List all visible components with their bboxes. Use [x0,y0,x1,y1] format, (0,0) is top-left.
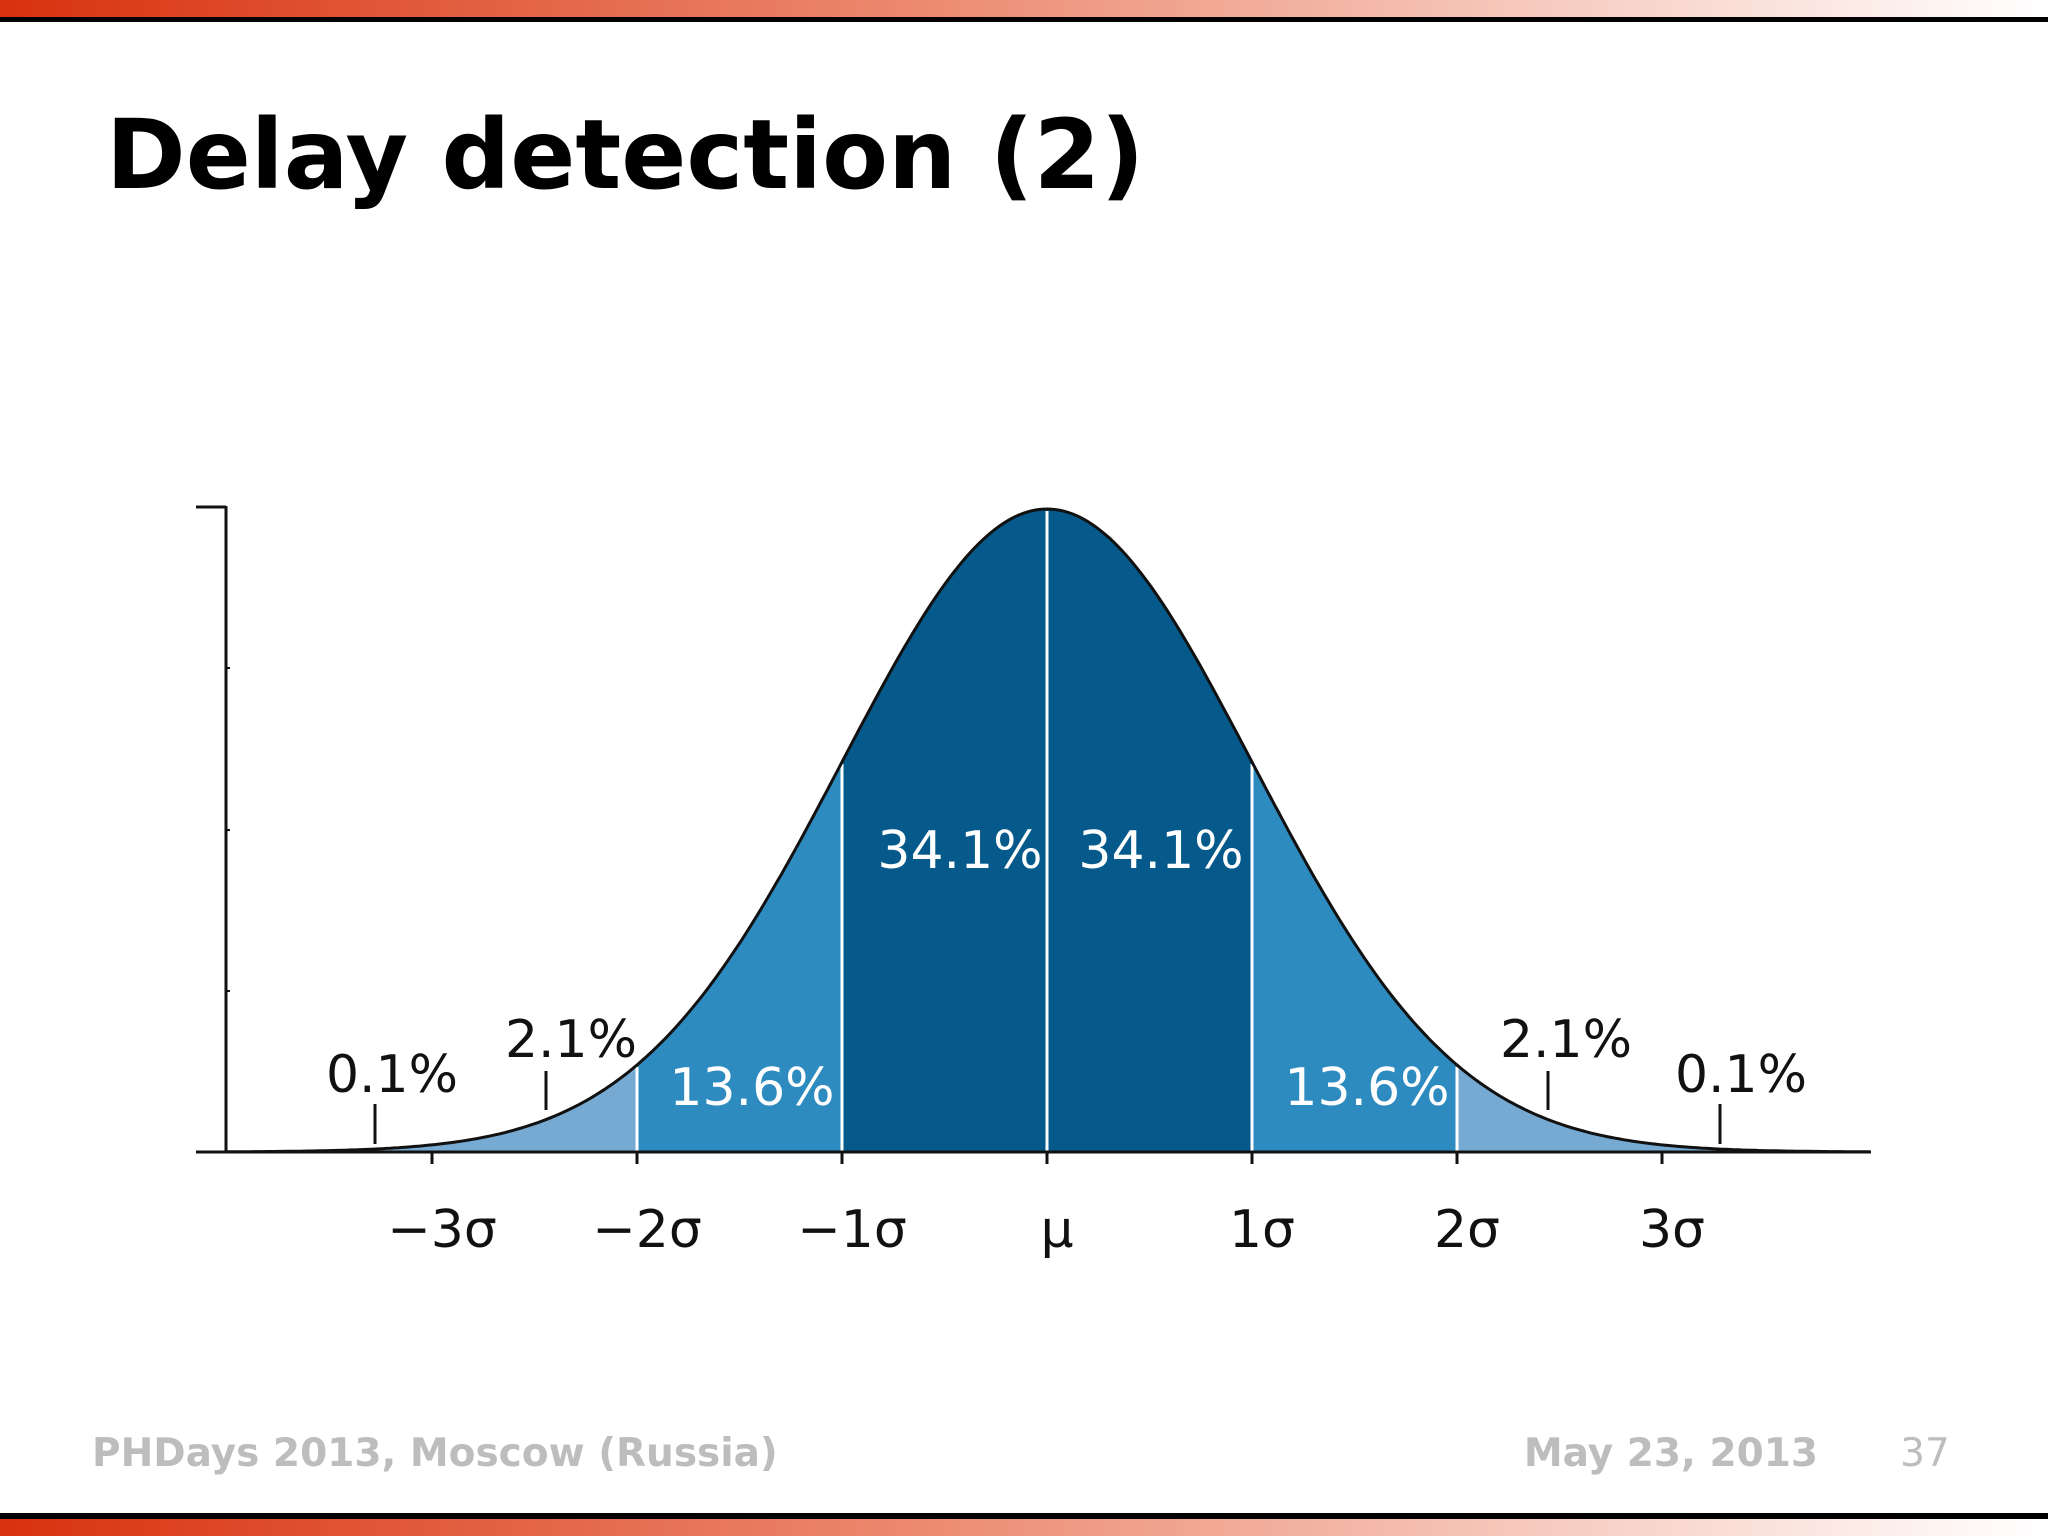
region-label: 34.1% [877,821,1042,881]
page-number: 37 [1900,1431,1950,1476]
footer-event: PHDays 2013, Moscow (Russia) [92,1431,778,1476]
bottom-bar [0,1519,2048,1536]
x-label: 3σ [1639,1200,1705,1260]
bottom-rule [0,1513,2048,1519]
region-label: 2.1% [1500,1010,1632,1070]
distribution-region [226,1065,637,1152]
region-label: 13.6% [669,1058,834,1118]
normal-distribution-figure: −3σ −2σ −1σ μ 1σ 2σ 3σ 0.1% 2.1% 13.6% 34.1% 34.1% 1… [196,505,1871,1260]
region-label: 0.1% [326,1045,458,1105]
x-label: −2σ [592,1200,702,1260]
top-bar [0,0,2048,17]
top-rule [0,17,2048,22]
x-label: 1σ [1229,1200,1295,1260]
x-label: −1σ [797,1200,907,1260]
x-label: −3σ [387,1200,497,1260]
footer-date: May 23, 2013 [1524,1431,1818,1476]
x-label: 2σ [1434,1200,1500,1260]
region-label: 34.1% [1078,821,1243,881]
region-label: 2.1% [505,1010,637,1070]
density-curve [226,507,1870,1154]
region-label: 0.1% [1675,1045,1807,1105]
distribution-region [1457,1065,1870,1152]
x-label: μ [1040,1200,1073,1260]
region-label: 13.6% [1284,1058,1449,1118]
slide-title: Delay detection (2) [106,99,1144,211]
